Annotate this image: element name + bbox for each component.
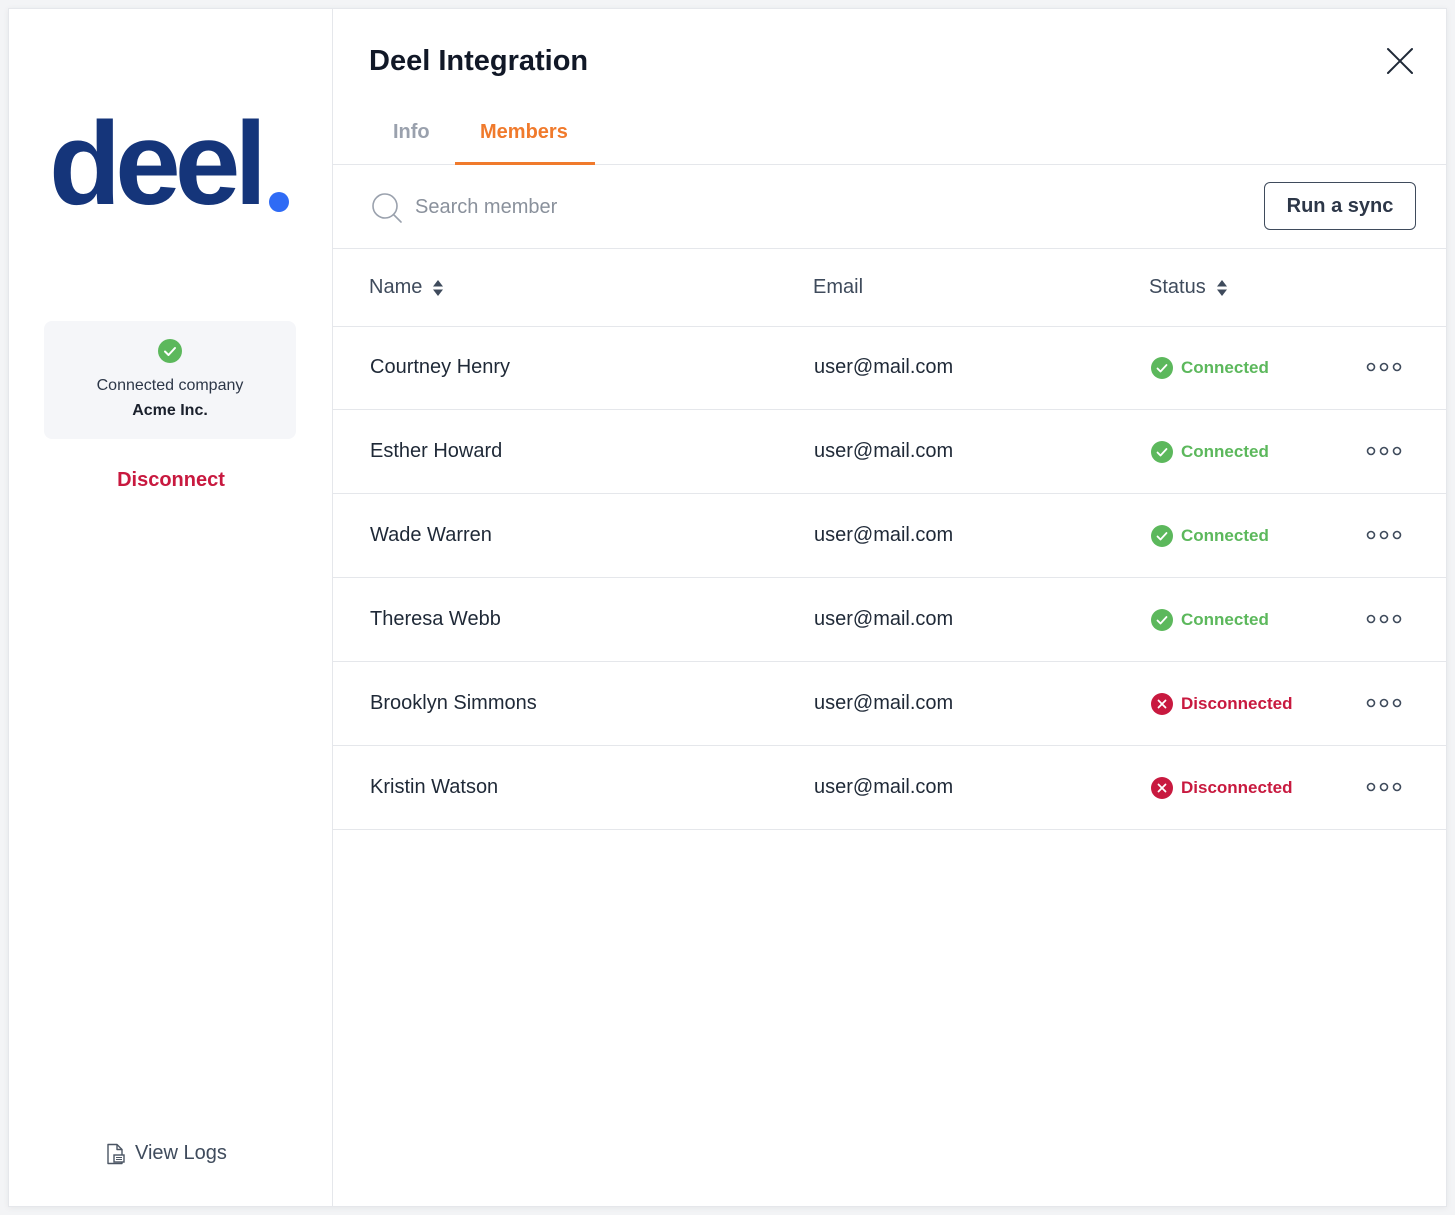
company-name: Acme Inc. <box>132 402 208 419</box>
more-options-icon[interactable] <box>1366 696 1402 710</box>
status-label: Disconnected <box>1181 694 1293 713</box>
deel-logo: deel <box>49 98 267 230</box>
connected-company-label: Connected company <box>96 377 244 394</box>
logs-file-icon <box>107 1143 125 1164</box>
status-badge: Connected <box>1151 525 1269 547</box>
more-options-icon[interactable] <box>1366 612 1402 626</box>
member-email: user@mail.com <box>814 608 954 630</box>
status-badge: Connected <box>1151 357 1269 379</box>
member-email: user@mail.com <box>814 356 954 378</box>
member-email: user@mail.com <box>814 692 954 714</box>
member-name: Kristin Watson <box>370 776 499 798</box>
more-options-icon[interactable] <box>1366 444 1402 458</box>
run-sync-button[interactable]: Run a sync <box>1264 182 1416 230</box>
x-circle-icon <box>1151 777 1173 799</box>
column-header-email: Email <box>813 276 863 299</box>
active-tab-indicator <box>455 162 595 165</box>
members-table-body: Courtney Henry user@mail.com Connected <box>333 326 1446 830</box>
tab-info[interactable]: Info <box>393 121 430 143</box>
column-status-label: Status <box>1149 276 1206 298</box>
check-circle-icon <box>1151 525 1173 547</box>
tab-bar: Info Members <box>333 109 1446 165</box>
column-header-name[interactable]: Name <box>369 276 444 299</box>
table-row: Esther Howard user@mail.com Connected <box>333 410 1446 494</box>
integration-window: deel Connected company Acme Inc. Disconn… <box>8 8 1447 1207</box>
member-name: Theresa Webb <box>370 608 501 630</box>
table-row: Theresa Webb user@mail.com Connected <box>333 578 1446 662</box>
table-header: Name Email Status <box>333 248 1446 327</box>
member-name: Esther Howard <box>370 440 503 462</box>
close-icon[interactable] <box>1384 45 1416 77</box>
status-badge: Disconnected <box>1151 693 1292 715</box>
sort-icon <box>433 279 444 296</box>
status-label: Connected <box>1181 442 1269 461</box>
column-header-status[interactable]: Status <box>1149 276 1228 299</box>
member-email: user@mail.com <box>814 524 954 546</box>
table-row: Kristin Watson user@mail.com Disconnecte… <box>333 746 1446 830</box>
tab-members[interactable]: Members <box>480 121 568 143</box>
more-options-icon[interactable] <box>1366 528 1402 542</box>
page-title: Deel Integration <box>369 45 589 77</box>
logo-dot <box>269 192 289 212</box>
search-icon <box>372 193 402 223</box>
member-name: Brooklyn Simmons <box>370 692 537 714</box>
check-circle-icon <box>1151 357 1173 379</box>
status-badge: Connected <box>1151 609 1269 631</box>
sort-icon <box>1216 279 1227 296</box>
more-options-icon[interactable] <box>1366 780 1402 794</box>
connected-company-card: Connected company Acme Inc. <box>44 321 296 439</box>
main-panel: Deel Integration Info Members Run a sync… <box>333 9 1446 1206</box>
status-label: Connected <box>1181 526 1269 545</box>
disconnect-button[interactable]: Disconnect <box>117 469 225 491</box>
table-row: Brooklyn Simmons user@mail.com Disconnec… <box>333 662 1446 746</box>
view-logs-button[interactable]: View Logs <box>105 1142 227 1165</box>
check-circle-icon <box>158 339 182 363</box>
status-badge: Disconnected <box>1151 777 1292 799</box>
status-label: Connected <box>1181 610 1269 629</box>
check-circle-icon <box>1151 441 1173 463</box>
member-name: Courtney Henry <box>370 356 511 378</box>
more-options-icon[interactable] <box>1366 360 1402 374</box>
search-input[interactable] <box>413 188 917 226</box>
status-label: Disconnected <box>1181 778 1293 797</box>
member-name: Wade Warren <box>370 524 492 546</box>
status-badge: Connected <box>1151 441 1269 463</box>
column-email-label: Email <box>813 276 864 298</box>
x-circle-icon <box>1151 693 1173 715</box>
column-name-label: Name <box>369 276 423 298</box>
member-email: user@mail.com <box>814 440 954 462</box>
members-toolbar: Run a sync <box>333 164 1446 249</box>
table-row: Wade Warren user@mail.com Connected <box>333 494 1446 578</box>
member-email: user@mail.com <box>814 776 954 798</box>
check-circle-icon <box>1151 609 1173 631</box>
view-logs-label: View Logs <box>135 1142 227 1164</box>
sidebar: deel Connected company Acme Inc. Disconn… <box>9 9 333 1206</box>
status-label: Connected <box>1181 358 1269 377</box>
table-row: Courtney Henry user@mail.com Connected <box>333 326 1446 410</box>
